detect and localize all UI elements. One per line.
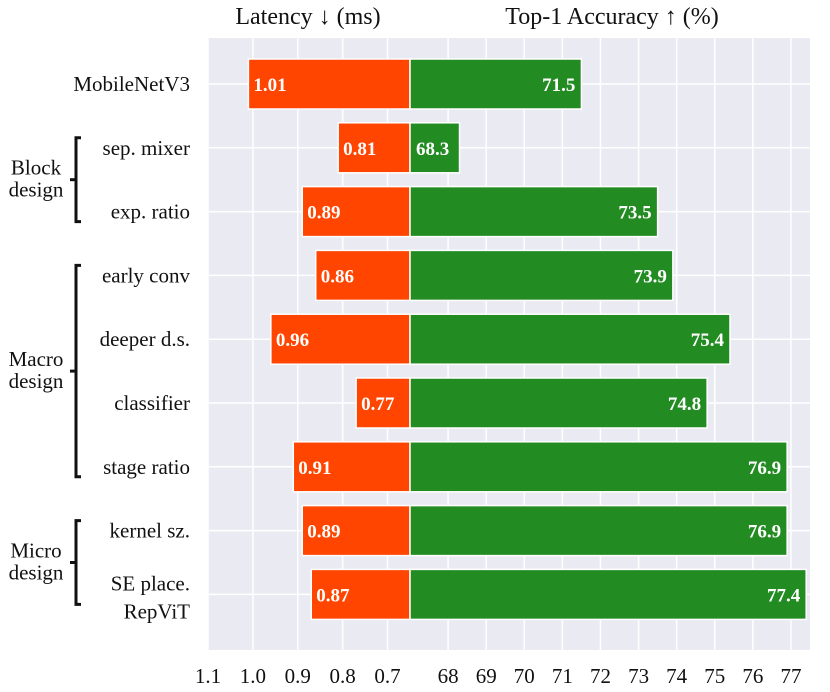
latency-bar	[292, 441, 411, 493]
group-label: design	[9, 561, 64, 585]
left-panel-title: Latency ↓ (ms)	[235, 4, 380, 30]
latency-value-label: 0.86	[321, 266, 354, 287]
accuracy-bar	[409, 185, 659, 238]
category-label: sep. mixer	[103, 136, 190, 160]
left-tick-label: 1.1	[195, 664, 221, 688]
latency-value-label: 1.01	[253, 75, 286, 96]
accuracy-value-label: 77.4	[767, 585, 801, 606]
category-label: classifier	[114, 391, 190, 415]
group-bracket	[74, 136, 81, 224]
right-tick-label: 70	[514, 664, 535, 688]
right-tick-label: 73	[628, 664, 649, 688]
accuracy-value-label: 74.8	[668, 394, 701, 415]
right-tick-label: 75	[704, 664, 725, 688]
group-label: design	[9, 178, 64, 202]
category-label: RepViT	[124, 599, 191, 623]
accuracy-bar	[409, 377, 708, 429]
latency-value-label: 0.87	[316, 585, 350, 606]
group-bracket	[74, 263, 81, 479]
category-label: SE place.	[111, 571, 190, 595]
right-tick-label: 76	[742, 664, 763, 688]
accuracy-value-label: 73.9	[634, 266, 667, 287]
right-tick-label: 72	[590, 664, 611, 688]
bars	[247, 58, 807, 621]
group-label: Block	[11, 156, 62, 180]
latency-bar	[337, 122, 411, 174]
category-label: deeper d.s.	[100, 327, 190, 351]
latency-value-label: 0.89	[307, 203, 340, 224]
labels: 1.1 1.0 0.9 0.8 0.7 68 69 70 71 72 73 74 75 76 77 1.01 7…	[9, 72, 802, 688]
group-label: Macro	[9, 347, 64, 371]
left-tick-label: 0.7	[374, 664, 400, 688]
right-tick-label: 71	[552, 664, 573, 688]
accuracy-bar	[409, 313, 731, 365]
accuracy-bar	[409, 441, 788, 493]
accuracy-bar	[409, 568, 807, 621]
accuracy-value-label: 75.4	[691, 330, 725, 351]
right-tick-label: 74	[666, 664, 688, 688]
right-tick-label: 68	[438, 664, 459, 688]
left-tick-label: 0.9	[285, 664, 311, 688]
group-label: Micro	[10, 539, 61, 563]
latency-value-label: 0.91	[298, 458, 331, 479]
latency-value-label: 0.81	[343, 139, 376, 160]
category-label: stage ratio	[103, 455, 190, 479]
accuracy-value-label: 73.5	[618, 203, 651, 224]
latency-bar	[301, 185, 411, 238]
group-bracket	[74, 519, 81, 606]
right-panel-title: Top-1 Accuracy ↑ (%)	[505, 4, 719, 30]
left-tick-label: 1.0	[240, 664, 266, 688]
accuracy-bar	[409, 249, 674, 302]
accuracy-bar	[409, 122, 461, 174]
group-label: design	[9, 369, 64, 393]
right-tick-label: 77	[780, 664, 801, 688]
latency-value-label: 0.96	[276, 330, 309, 351]
accuracy-value-label: 71.5	[542, 75, 575, 96]
accuracy-value-label: 76.9	[748, 522, 781, 543]
category-label: early conv	[102, 263, 191, 287]
latency-bar	[314, 249, 411, 302]
accuracy-value-label: 76.9	[748, 458, 781, 479]
left-tick-label: 0.8	[330, 664, 356, 688]
accuracy-bar	[409, 504, 788, 557]
category-label: kernel sz.	[110, 519, 190, 543]
right-tick-label: 69	[476, 664, 497, 688]
latency-value-label: 0.77	[361, 394, 395, 415]
category-label: MobileNetV3	[73, 72, 190, 96]
accuracy-value-label: 68.3	[416, 139, 449, 160]
accuracy-bar	[409, 58, 583, 110]
latency-bar	[301, 504, 411, 557]
category-label: exp. ratio	[111, 200, 190, 224]
latency-value-label: 0.89	[307, 522, 340, 543]
